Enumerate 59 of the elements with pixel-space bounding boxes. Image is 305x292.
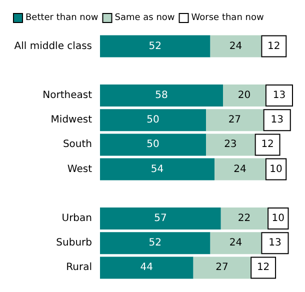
data-label: 24 [229, 40, 242, 52]
bar [100, 134, 206, 156]
data-label: 44 [140, 262, 154, 274]
data-label: 10 [272, 213, 285, 224]
bar [100, 256, 194, 279]
bar [250, 256, 276, 279]
bar [261, 232, 289, 254]
bar [206, 109, 264, 132]
y-tick-label: Suburb [56, 238, 92, 249]
bar [254, 134, 280, 156]
data-label: 12 [261, 139, 274, 150]
y-tick-label: All middle class [14, 40, 92, 52]
bar [268, 208, 289, 230]
bar [100, 109, 206, 132]
data-label: 10 [270, 164, 282, 175]
data-label: 24 [234, 164, 246, 175]
data-label: 24 [229, 238, 242, 249]
y-tick-label: Midwest [50, 114, 92, 126]
y-tick-label: Rural [66, 262, 92, 274]
legend-label: Better than now [26, 13, 98, 23]
y-tick-label: Urban [62, 213, 92, 224]
bar [100, 35, 210, 58]
data-label: 23 [224, 139, 237, 150]
data-label: 13 [270, 114, 284, 126]
data-label: 13 [272, 90, 286, 101]
data-label: 12 [268, 40, 280, 52]
legend-label: Worse than now [191, 13, 264, 23]
bar [210, 35, 262, 58]
legend-label: Same as now [114, 13, 175, 23]
y-tick-label: South [62, 139, 92, 150]
bar [193, 256, 251, 279]
data-label: 27 [216, 262, 228, 274]
data-label: 13 [268, 238, 282, 249]
bar [265, 84, 293, 106]
bar [261, 35, 287, 58]
bar [223, 84, 266, 106]
bar [100, 84, 224, 106]
data-label: 52 [148, 40, 162, 52]
data-label: 22 [238, 213, 251, 224]
y-tick-label: Northeast [42, 90, 92, 101]
data-label: 27 [228, 114, 242, 126]
data-label: 57 [154, 213, 167, 224]
data-label: 58 [155, 90, 168, 101]
bar [100, 232, 210, 254]
bar [265, 158, 287, 180]
bar [210, 232, 262, 254]
bar [220, 208, 268, 230]
data-label: 12 [256, 262, 270, 274]
bar [263, 109, 291, 132]
data-label: 50 [146, 139, 160, 150]
data-label: 52 [148, 238, 162, 249]
bar [214, 158, 266, 180]
data-label: 50 [146, 114, 160, 126]
bar [206, 134, 255, 156]
y-tick-label: West [67, 164, 92, 175]
bar [100, 208, 221, 230]
data-label: 20 [238, 90, 251, 101]
data-label: 54 [150, 164, 164, 175]
bar [100, 158, 215, 180]
